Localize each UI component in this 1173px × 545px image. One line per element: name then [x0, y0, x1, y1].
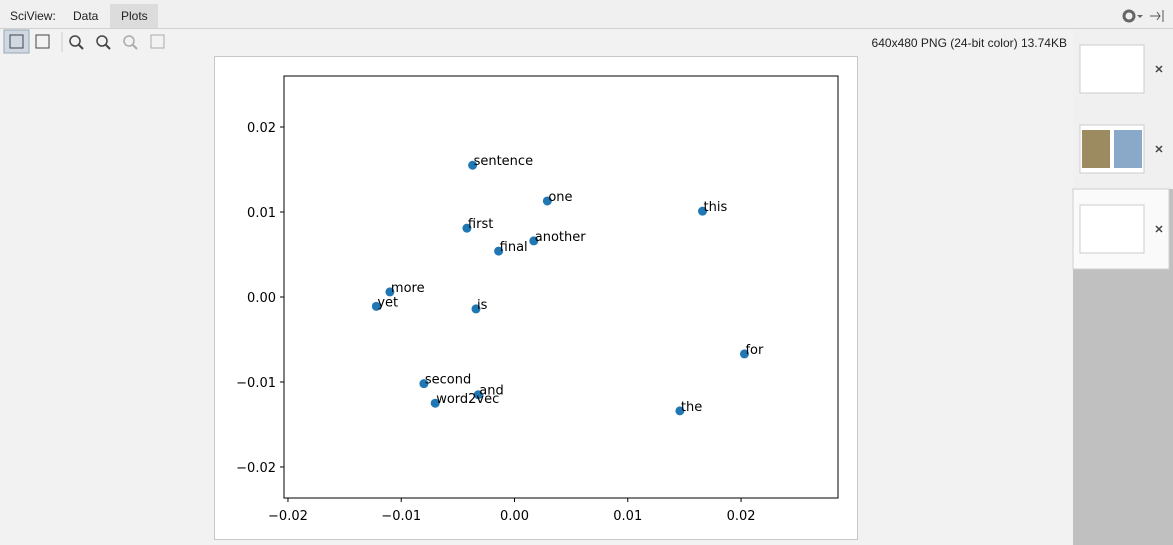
y-tick-label: −0.01: [236, 376, 276, 391]
point: [698, 206, 708, 216]
thumbnail[interactable]: [1079, 44, 1145, 94]
y-tick-label: 0.01: [247, 206, 276, 221]
close-icons[interactable]: [1155, 65, 1163, 233]
point: [494, 246, 504, 256]
tab-active-bg: [110, 4, 158, 28]
hide-icon[interactable]: [1150, 10, 1164, 22]
point-label: word2vec: [436, 392, 499, 407]
point-label: yet: [377, 295, 398, 310]
settings-icon[interactable]: [1122, 9, 1143, 23]
fit-button[interactable]: [3, 29, 30, 54]
grid-button[interactable]: [35, 34, 50, 49]
export-button[interactable]: [150, 34, 165, 49]
tab-plots[interactable]: Plots: [121, 9, 148, 23]
sciview-label: SciView:: [10, 9, 56, 23]
point: [430, 398, 440, 408]
tab-bar: [0, 0, 1173, 28]
point: [385, 287, 395, 297]
point: [371, 301, 381, 311]
point: [542, 196, 552, 206]
x-tick-label: 0.00: [500, 509, 529, 524]
fit-icon: [9, 34, 24, 49]
point: [471, 304, 481, 314]
point-label: is: [477, 298, 488, 313]
zoom-out[interactable]: [96, 35, 111, 50]
zoom-in[interactable]: [69, 35, 84, 50]
image-frame: [214, 56, 858, 540]
point-label: more: [391, 281, 425, 296]
point: [462, 223, 472, 233]
point: [473, 390, 483, 400]
point: [739, 349, 749, 359]
plot-frame: [283, 75, 839, 499]
x-tick-label: −0.02: [268, 509, 308, 524]
x-tick-label: 0.02: [727, 509, 756, 524]
point-label: first: [468, 217, 493, 232]
tab-data[interactable]: Data: [73, 9, 99, 23]
image-info: 640x480 PNG (24-bit color) 13.74KB: [872, 36, 1067, 50]
thumbnail-photo: [1082, 130, 1110, 168]
y-tick-label: 0.00: [247, 291, 276, 306]
actual-size[interactable]: [123, 35, 138, 50]
point-label: this: [704, 200, 728, 215]
point-label: for: [745, 343, 764, 358]
thumbnail-photo: [1114, 130, 1142, 168]
point-label: second: [425, 373, 471, 388]
point-label: final: [500, 240, 528, 255]
point-label: another: [535, 230, 586, 245]
y-tick-label: 0.02: [247, 121, 276, 136]
point: [529, 236, 539, 246]
point: [468, 160, 478, 170]
x-tick-label: −0.01: [381, 509, 421, 524]
x-tick-label: 0.01: [613, 509, 642, 524]
point-label: the: [681, 400, 702, 415]
point-label: one: [548, 190, 572, 205]
point: [419, 379, 429, 389]
y-tick-label: −0.02: [236, 461, 276, 476]
point: [675, 406, 685, 416]
thumbnail[interactable]: [1079, 204, 1145, 254]
point-label: sentence: [474, 154, 534, 169]
point-label: and: [479, 384, 503, 399]
